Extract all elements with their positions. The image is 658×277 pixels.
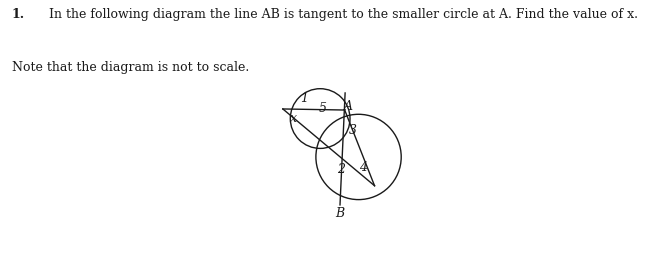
Text: In the following diagram the line AB is tangent to the smaller circle at A. Find: In the following diagram the line AB is … xyxy=(49,8,638,21)
Text: A: A xyxy=(344,100,353,113)
Text: 1: 1 xyxy=(300,93,308,106)
Text: 4: 4 xyxy=(359,161,367,174)
Text: x: x xyxy=(290,112,297,125)
Text: 2: 2 xyxy=(337,163,345,176)
Text: Note that the diagram is not to scale.: Note that the diagram is not to scale. xyxy=(12,61,249,74)
Text: 3: 3 xyxy=(349,124,357,137)
Text: 1.: 1. xyxy=(12,8,25,21)
Text: B: B xyxy=(336,207,345,220)
Text: 5: 5 xyxy=(318,102,326,116)
